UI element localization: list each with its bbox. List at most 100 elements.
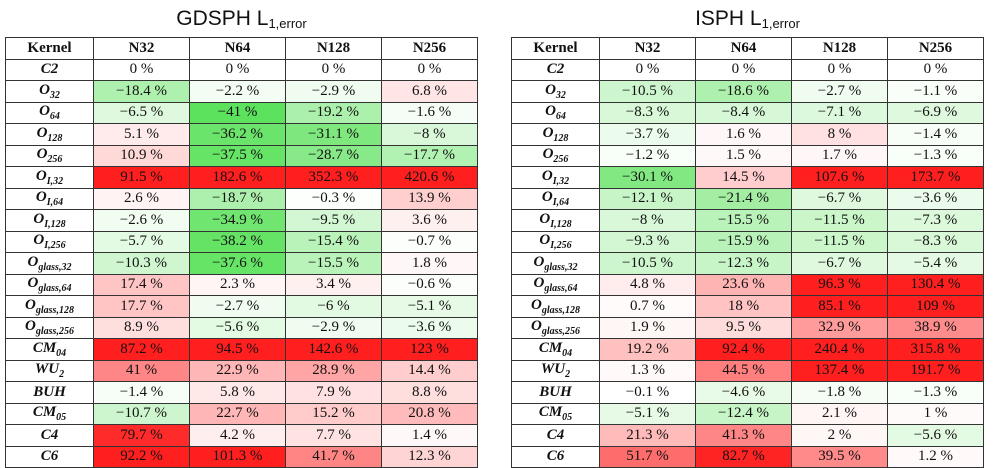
kernel-name: BUH xyxy=(539,383,572,400)
gdsph-table: Kernel N32 N64 N128 N256 C2 0 % 0 % 0 % 0 % O32 −1… xyxy=(5,37,478,468)
value-cell: 191.7 % xyxy=(887,359,984,382)
value-cell: 82.7 % xyxy=(695,445,792,468)
value-cell: 8.9 % xyxy=(93,316,190,339)
value-cell: −0.7 % xyxy=(381,230,478,253)
value-cell: 21.3 % xyxy=(599,424,696,447)
value-cell: 0 % xyxy=(93,58,190,81)
kernel-cell: O128 xyxy=(511,123,600,146)
kernel-cell: O256 xyxy=(511,144,600,167)
table-row: WU2 41 % 22.9 % 28.9 % 14.4 % xyxy=(5,359,478,382)
kernel-subscript: 32 xyxy=(555,89,566,101)
kernel-name: CM xyxy=(32,339,57,356)
value-cell: −1.2 % xyxy=(599,144,696,167)
value-cell: −12.1 % xyxy=(599,187,696,210)
kernel-subscript: glass,32 xyxy=(38,261,72,273)
table-row: Oglass,32 −10.5 % −12.3 % −6.7 % −5.4 % xyxy=(511,252,984,275)
kernel-subscript: 256 xyxy=(553,154,569,166)
table-row: C4 79.7 % 4.2 % 7.7 % 1.4 % xyxy=(5,424,478,447)
isph-panel: ISPH L1,error Kernel N32 N64 N128 N256 C2 0 %… xyxy=(511,0,984,468)
value-cell: −1.8 % xyxy=(791,381,888,404)
kernel-cell: C2 xyxy=(5,58,94,81)
value-cell: −19.2 % xyxy=(285,101,382,124)
value-cell: 240.4 % xyxy=(791,338,888,361)
value-cell: −2.9 % xyxy=(285,316,382,339)
gdsph-title: GDSPH L1,error xyxy=(5,0,478,37)
value-cell: 14.4 % xyxy=(381,359,478,382)
value-cell: 123 % xyxy=(381,338,478,361)
value-cell: −8.4 % xyxy=(695,101,792,124)
value-cell: 8 % xyxy=(791,123,888,146)
gdsph-title-main: GDSPH L xyxy=(176,7,269,30)
kernel-cell: Oglass,256 xyxy=(5,316,94,339)
table-row: CM05 −5.1 % −12.4 % 2.1 % 1 % xyxy=(511,402,984,425)
value-cell: −37.6 % xyxy=(189,252,286,275)
kernel-name: CM xyxy=(32,404,57,421)
table-row: CM04 19.2 % 92.4 % 240.4 % 315.8 % xyxy=(511,338,984,361)
value-cell: −17.7 % xyxy=(381,144,478,167)
value-cell: 352.3 % xyxy=(285,166,382,189)
kernel-name: O xyxy=(531,318,542,335)
kernel-cell: WU2 xyxy=(5,359,94,382)
kernel-subscript: 2 xyxy=(565,369,571,381)
value-cell: 7.9 % xyxy=(285,381,382,404)
table-row: O32 −18.4 % −2.2 % −2.9 % 6.8 % xyxy=(5,80,478,103)
value-cell: −1.4 % xyxy=(887,123,984,146)
kernel-name: C2 xyxy=(40,61,59,78)
kernel-name: C4 xyxy=(40,426,59,443)
kernel-subscript: glass,64 xyxy=(544,283,578,295)
kernel-cell: OI,32 xyxy=(5,166,94,189)
value-cell: −18.4 % xyxy=(93,80,190,103)
kernel-subscript: 05 xyxy=(562,412,573,424)
value-cell: 109 % xyxy=(887,295,984,318)
header-row: Kernel N32 N64 N128 N256 xyxy=(511,37,984,60)
value-cell: 13.9 % xyxy=(381,187,478,210)
kernel-cell: Oglass,256 xyxy=(511,316,600,339)
value-cell: −36.2 % xyxy=(189,123,286,146)
kernel-name: C2 xyxy=(546,61,565,78)
value-cell: 137.4 % xyxy=(791,359,888,382)
value-cell: −31.1 % xyxy=(285,123,382,146)
kernel-name: CM xyxy=(538,339,563,356)
table-row: OI,64 2.6 % −18.7 % −0.3 % 13.9 % xyxy=(5,187,478,210)
kernel-cell: Oglass,128 xyxy=(511,295,600,318)
kernel-name: O xyxy=(39,103,50,120)
kernel-name: WU xyxy=(34,361,60,378)
kernel-cell: OI,256 xyxy=(5,230,94,253)
kernel-subscript: 2 xyxy=(59,369,65,381)
value-cell: 14.5 % xyxy=(695,166,792,189)
kernel-name: O xyxy=(36,146,48,163)
value-cell: −8.3 % xyxy=(599,101,696,124)
kernel-cell: C4 xyxy=(511,424,600,447)
kernel-cell: OI,128 xyxy=(5,209,94,232)
value-cell: 10.9 % xyxy=(93,144,190,167)
value-cell: 7.7 % xyxy=(285,424,382,447)
value-cell: 0 % xyxy=(285,58,382,81)
value-cell: 182.6 % xyxy=(189,166,286,189)
kernel-name: C6 xyxy=(40,448,59,465)
value-cell: −38.2 % xyxy=(189,230,286,253)
value-cell: 1.9 % xyxy=(599,316,696,339)
value-cell: −30.1 % xyxy=(599,166,696,189)
column-header-n32: N32 xyxy=(93,37,190,60)
kernel-name: O xyxy=(33,210,45,227)
kernel-name: O xyxy=(39,81,50,98)
value-cell: −8 % xyxy=(381,123,478,146)
kernel-name: O xyxy=(539,232,551,249)
value-cell: −15.5 % xyxy=(695,209,792,232)
value-cell: −1.3 % xyxy=(887,381,984,404)
value-cell: 107.6 % xyxy=(791,166,888,189)
kernel-name: O xyxy=(539,210,551,227)
value-cell: −18.7 % xyxy=(189,187,286,210)
value-cell: 8.8 % xyxy=(381,381,478,404)
value-cell: 22.9 % xyxy=(189,359,286,382)
kernel-cell: CM05 xyxy=(511,402,600,425)
table-row: Oglass,256 8.9 % −5.6 % −2.9 % −3.6 % xyxy=(5,316,478,339)
kernel-name: O xyxy=(27,253,39,270)
value-cell: 19.2 % xyxy=(599,338,696,361)
kernel-subscript: I,64 xyxy=(46,197,64,209)
kernel-cell: C6 xyxy=(511,445,600,468)
value-cell: 1.8 % xyxy=(381,252,478,275)
value-cell: −2.7 % xyxy=(189,295,286,318)
value-cell: −1.3 % xyxy=(887,144,984,167)
table-row: OI,256 −9.3 % −15.9 % −11.5 % −8.3 % xyxy=(511,230,984,253)
